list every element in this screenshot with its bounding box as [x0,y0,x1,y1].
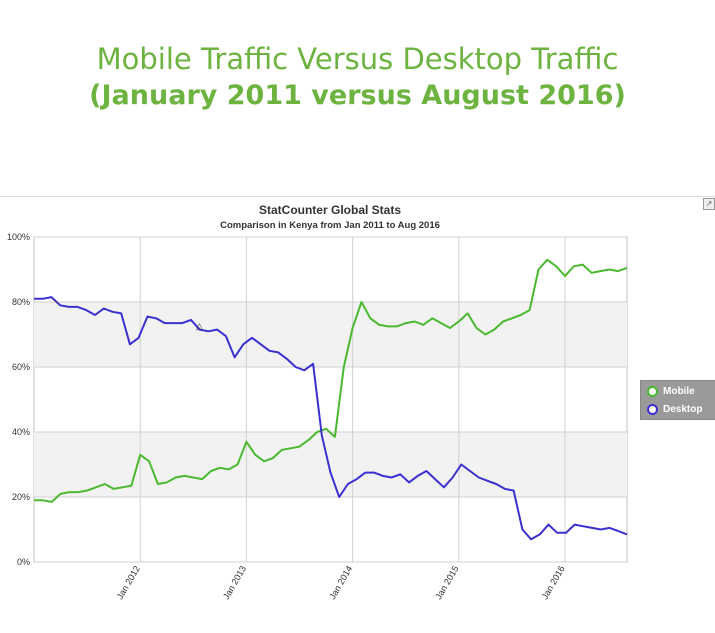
chart-title: StatCounter Global Stats [259,203,401,217]
plot-area [33,236,628,563]
line-chart: StatCounter Global Stats Comparison in K… [7,203,628,601]
x-tick-label: Jan 2013 [221,564,248,601]
grid-band-0 [34,302,627,367]
x-tick-label: Jan 2012 [115,564,142,601]
y-tick-label: 100% [7,232,30,242]
chart-annotation: △ [196,321,203,331]
y-tick-label: 60% [12,362,30,372]
slide-title: Mobile Traffic Versus Desktop Traffic [96,42,619,76]
mobile-series-marker-icon [647,385,658,397]
y-tick-label: 80% [12,297,30,307]
y-tick-label: 40% [12,427,30,437]
legend-item-mobile[interactable]: Mobile [641,383,715,399]
legend-label-mobile: Mobile [663,385,695,397]
x-tick-label: Jan 2015 [433,564,460,601]
series-line-mobile [34,258,628,503]
desktop-series-marker-icon [647,403,658,415]
x-tick-label: Jan 2014 [327,564,354,601]
chart-subtitle: Comparison in Kenya from Jan 2011 to Aug… [220,220,440,231]
legend-item-desktop[interactable]: Desktop [641,401,715,417]
resize-icon[interactable]: ↗ [703,198,715,210]
x-tick-label: Jan 2016 [540,564,567,601]
grid-band-1 [34,432,627,497]
series-line-desktop [34,296,628,541]
y-tick-label: 20% [12,492,30,502]
legend-label-desktop: Desktop [663,403,703,415]
y-tick-label: 0% [17,557,30,567]
chart-legend: Mobile Desktop [640,380,715,420]
slide-subtitle: (January 2011 versus August 2016) [89,80,626,111]
